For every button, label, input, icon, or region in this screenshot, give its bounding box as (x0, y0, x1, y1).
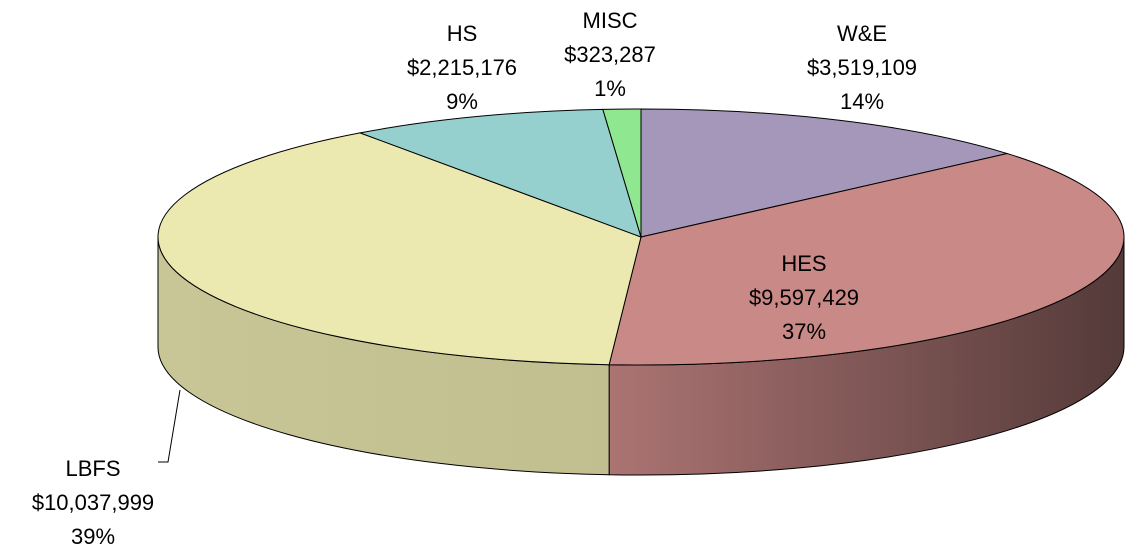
slice-label: HS (447, 21, 478, 46)
percent-label: 9% (446, 89, 478, 114)
value-label: $10,037,999 (32, 490, 154, 515)
slice-label: HES (781, 251, 826, 276)
percent-label: 1% (594, 76, 626, 101)
value-label: $3,519,109 (807, 55, 917, 80)
pie-slice (157, 132, 642, 366)
slice-label: W&E (837, 21, 887, 46)
leader-line (158, 389, 181, 463)
value-label: $2,215,176 (407, 55, 517, 80)
percent-label: 37% (782, 319, 826, 344)
pie-slice (602, 108, 642, 238)
slice-label: MISC (583, 8, 638, 33)
pie-slice (608, 153, 1125, 366)
percent-label: 39% (71, 524, 115, 549)
value-label: $323,287 (564, 42, 656, 67)
labels: W&E $3,519,109 14% HES $9,597,429 37% LBFS $10,… (32, 8, 917, 549)
value-label: $9,597,429 (749, 285, 859, 310)
pie-tops (157, 108, 1125, 366)
percent-label: 14% (840, 89, 884, 114)
pie-slice (358, 108, 642, 238)
pie-slice (640, 108, 1010, 238)
slice-label: LBFS (65, 456, 120, 481)
